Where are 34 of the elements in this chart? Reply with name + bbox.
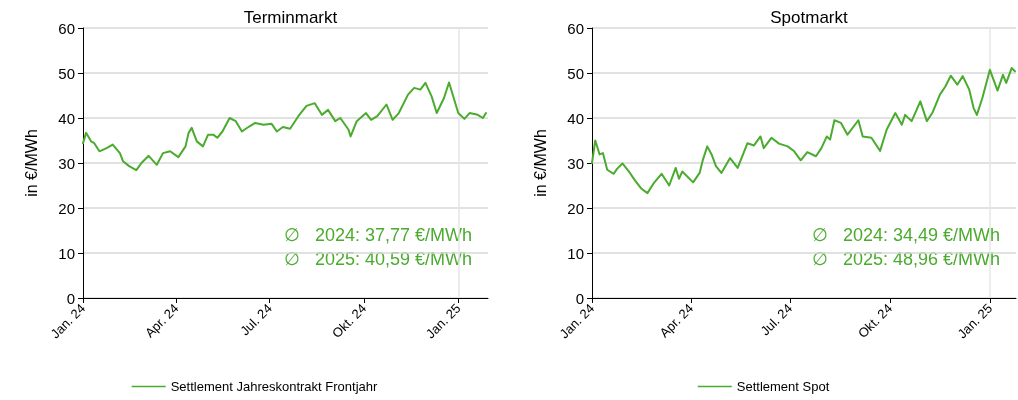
y-tick-label: 30: [58, 154, 75, 172]
legend-label: Settlement Jahreskontrakt Frontjahr: [170, 379, 378, 394]
x-tick-label: Jan. 25: [954, 300, 996, 342]
y-tick-label: 50: [58, 64, 75, 82]
legend-label: Settlement Spot: [736, 379, 830, 394]
annotation: ∅ 2025: 40,59 €/MWh: [284, 249, 472, 269]
chart-title: Spotmarkt: [770, 8, 849, 27]
y-tick-label: 30: [567, 154, 584, 172]
y-tick-label: 10: [567, 244, 584, 262]
y-tick-label: 40: [567, 109, 584, 127]
x-tick-label: Okt. 24: [854, 300, 896, 341]
y-axis-title: in €/MWh: [22, 129, 40, 197]
x-tick-label: Okt. 24: [329, 300, 370, 341]
line-series: [591, 67, 1016, 195]
x-tick-label: Jan. 25: [422, 300, 464, 342]
y-axis-title: in €/MWh: [531, 129, 549, 197]
x-tick-label: Jul. 24: [237, 300, 275, 339]
y-tick-label: 20: [58, 199, 75, 217]
annotation: ∅ 2024: 37,77 €/MWh: [284, 225, 472, 245]
x-tick-label: Jul. 24: [757, 300, 796, 339]
y-tick-label: 50: [567, 64, 584, 82]
y-tick-label: 10: [58, 244, 75, 262]
y-tick-label: 60: [567, 19, 584, 37]
y-tick-label: 0: [66, 289, 75, 307]
x-tick-label: Apr. 24: [656, 300, 697, 341]
y-tick-label: 60: [58, 19, 75, 37]
y-tick-label: 20: [567, 199, 584, 217]
annotation: ∅ 2024: 34,49 €/MWh: [812, 225, 1000, 245]
y-tick-label: 0: [575, 289, 584, 307]
chart-title: Terminmarkt: [243, 8, 338, 27]
x-tick-label: Apr. 24: [141, 300, 182, 341]
line-series: [82, 81, 487, 172]
y-tick-label: 40: [58, 109, 75, 127]
annotation: ∅ 2025: 48,96 €/MWh: [812, 249, 1000, 269]
